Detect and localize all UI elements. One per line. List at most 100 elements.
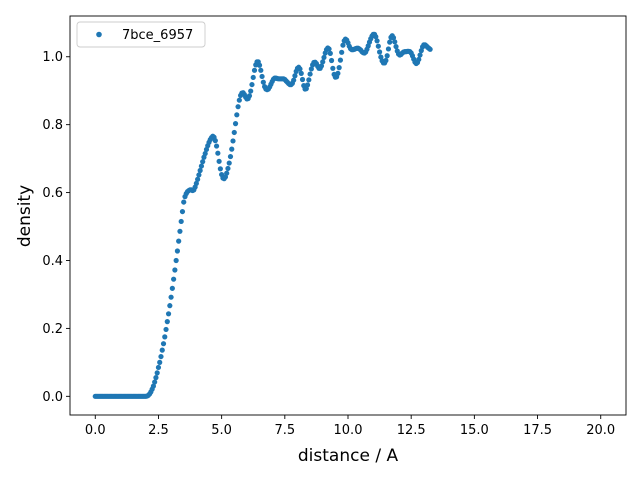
x-axis-ticks: 0.0 2.5 5.0 7.5 10.0 12.5 15.0 17.5 20.0 <box>85 415 615 438</box>
data-point <box>196 172 202 178</box>
data-point <box>224 170 230 176</box>
y-axis-ticks: 0.0 0.2 0.4 0.6 0.8 1.0 <box>42 50 70 405</box>
legend: 7bce_6957 <box>76 21 206 48</box>
data-point <box>230 138 236 144</box>
data-point <box>298 70 304 76</box>
y-tick-label: 1.0 <box>42 50 63 65</box>
data-point <box>155 364 162 371</box>
data-point <box>248 88 254 94</box>
data-point <box>306 77 312 83</box>
data-point <box>181 199 187 205</box>
data-point <box>152 379 158 385</box>
x-axis-label: distance / A <box>298 446 399 466</box>
x-tick-label: 7.5 <box>274 423 295 438</box>
data-point <box>178 218 184 225</box>
data-point <box>256 62 263 68</box>
data-point <box>336 65 342 71</box>
data-point <box>373 34 379 40</box>
data-point <box>225 165 231 172</box>
data-point <box>174 248 181 254</box>
data-point <box>213 143 220 149</box>
data-point <box>251 67 258 73</box>
data-point <box>417 52 423 58</box>
data-point <box>179 208 186 215</box>
data-point <box>227 153 234 160</box>
data-point <box>212 138 218 144</box>
data-point <box>215 150 221 156</box>
data-point <box>229 146 235 152</box>
data-point <box>260 79 266 85</box>
data-point <box>159 347 165 353</box>
data-point <box>304 82 311 88</box>
data-point <box>320 59 326 65</box>
data-point <box>387 39 393 45</box>
data-point <box>198 163 205 169</box>
data-point <box>249 81 255 88</box>
data-point <box>202 150 208 157</box>
data-point <box>235 104 241 110</box>
data-point <box>318 63 325 69</box>
data-point <box>384 53 390 59</box>
x-tick-label: 15.0 <box>460 423 489 438</box>
data-point <box>339 49 345 55</box>
data-point <box>308 66 314 72</box>
data-point <box>236 97 242 103</box>
data-point <box>246 93 253 99</box>
x-tick-label: 10.0 <box>334 423 363 438</box>
data-point <box>153 375 159 381</box>
data-point <box>299 76 306 83</box>
data-points <box>92 31 433 399</box>
x-tick-label: 0.0 <box>85 423 106 438</box>
legend-marker <box>96 31 102 38</box>
y-axis-label: density <box>15 185 35 247</box>
data-point <box>234 112 240 118</box>
data-point <box>330 65 336 71</box>
data-point <box>392 39 398 45</box>
data-point <box>200 159 206 165</box>
data-point <box>340 42 346 48</box>
data-point <box>232 121 239 127</box>
data-point <box>383 57 389 64</box>
data-point <box>390 35 397 41</box>
data-point <box>154 370 160 376</box>
data-point <box>164 319 170 325</box>
data-point <box>165 311 172 317</box>
data-point <box>176 238 182 244</box>
data-point <box>158 353 164 360</box>
data-point <box>393 43 399 50</box>
data-point <box>385 46 392 52</box>
data-point <box>177 228 183 234</box>
data-point <box>337 57 344 63</box>
y-tick-label: 0.6 <box>42 186 63 201</box>
data-point <box>173 257 179 264</box>
y-tick-label: 0.4 <box>42 254 63 269</box>
data-point <box>250 74 256 81</box>
data-point <box>197 167 203 174</box>
data-point <box>326 46 332 52</box>
y-tick-label: 0.2 <box>42 322 63 337</box>
y-tick-label: 0.0 <box>42 390 63 405</box>
data-point <box>169 285 175 291</box>
data-point <box>217 166 223 172</box>
data-point <box>291 77 297 83</box>
data-point <box>375 43 381 49</box>
data-point <box>427 46 433 52</box>
data-point <box>258 67 264 73</box>
plot-area <box>70 16 626 415</box>
x-tick-label: 5.0 <box>211 423 232 438</box>
data-point <box>297 66 303 72</box>
data-point <box>171 276 177 282</box>
data-point <box>226 160 232 166</box>
x-tick-label: 20.0 <box>586 423 615 438</box>
data-point <box>162 334 168 340</box>
data-point <box>259 73 265 80</box>
data-point <box>216 158 222 164</box>
data-point <box>307 71 313 77</box>
data-point <box>231 129 237 136</box>
data-point <box>168 294 174 300</box>
data-point <box>376 49 383 55</box>
data-point <box>321 54 327 61</box>
data-point <box>374 38 380 44</box>
data-point <box>167 303 173 309</box>
